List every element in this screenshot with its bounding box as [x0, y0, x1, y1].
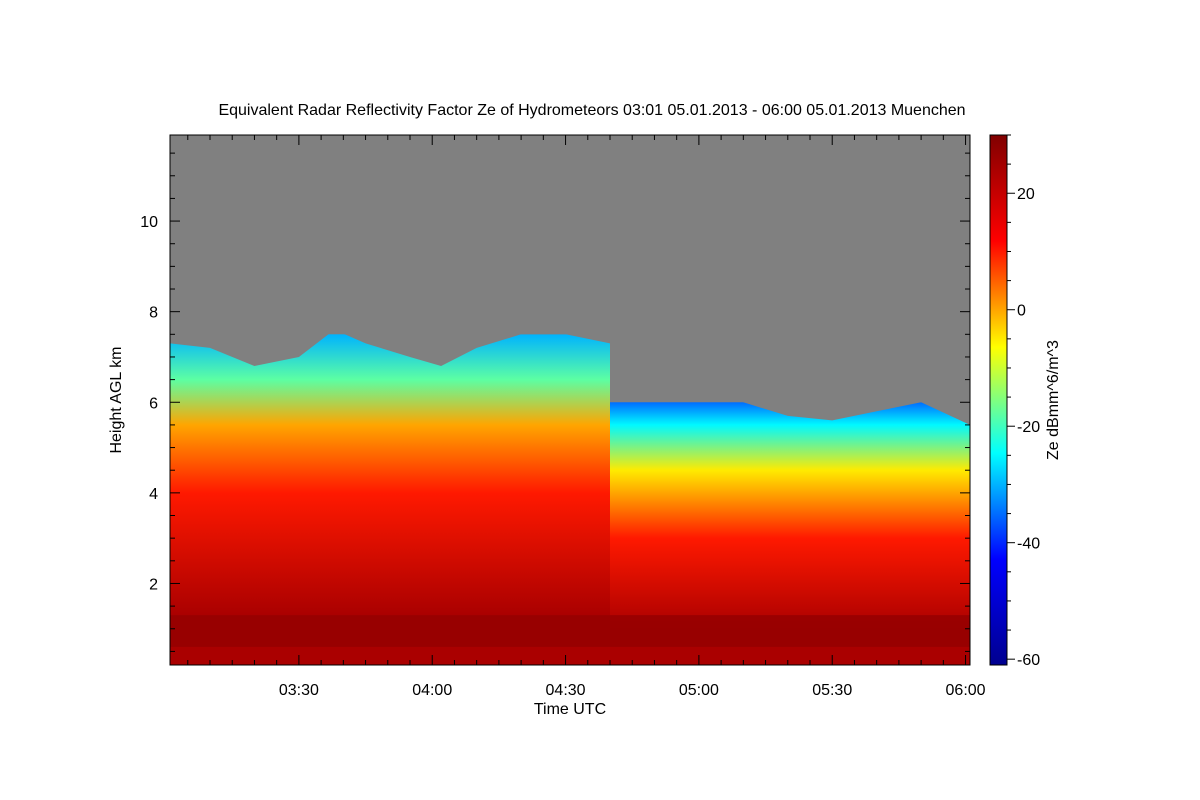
x-axis: 03:30 04:00 04:30 05:00 05:30 06:00 — [187, 135, 986, 699]
x-axis-label: Time UTC — [534, 701, 606, 718]
colorbar-label: Ze dBmm^6/m^3 — [1045, 340, 1062, 460]
x-tick-label: 05:30 — [812, 682, 852, 699]
y-axis-label: Height AGL km — [108, 346, 125, 453]
x-tick-label: 05:00 — [679, 682, 719, 699]
x-tick-label: 04:00 — [412, 682, 452, 699]
y-tick-label: 4 — [149, 486, 158, 503]
y-axis: 2 4 6 8 10 — [140, 152, 970, 652]
colorbar-tick-label: -60 — [1017, 652, 1040, 669]
colorbar: 20 0 -20 -40 -60 — [989, 134, 1040, 669]
plot-frame — [169, 134, 971, 666]
colorbar-tick-label: -40 — [1017, 536, 1040, 553]
y-tick-label: 6 — [149, 395, 158, 412]
y-tick-label: 8 — [149, 305, 158, 322]
colorbar-tick-label: 0 — [1017, 303, 1026, 320]
colorbar-tick-label: 20 — [1017, 186, 1035, 203]
x-tick-label: 04:30 — [546, 682, 586, 699]
y-tick-label: 2 — [149, 576, 158, 593]
y-tick-label: 10 — [140, 214, 158, 231]
echo-segment — [170, 334, 610, 665]
colorbar-tick-label: -20 — [1017, 419, 1040, 436]
plot-area — [169, 134, 971, 666]
echo-field — [170, 334, 970, 665]
chart-title: Equivalent Radar Reflectivity Factor Ze … — [218, 102, 965, 119]
bright-band — [170, 615, 970, 647]
x-tick-label: 06:00 — [946, 682, 986, 699]
x-tick-label: 03:30 — [279, 682, 319, 699]
colorbar-scale — [989, 134, 1008, 666]
